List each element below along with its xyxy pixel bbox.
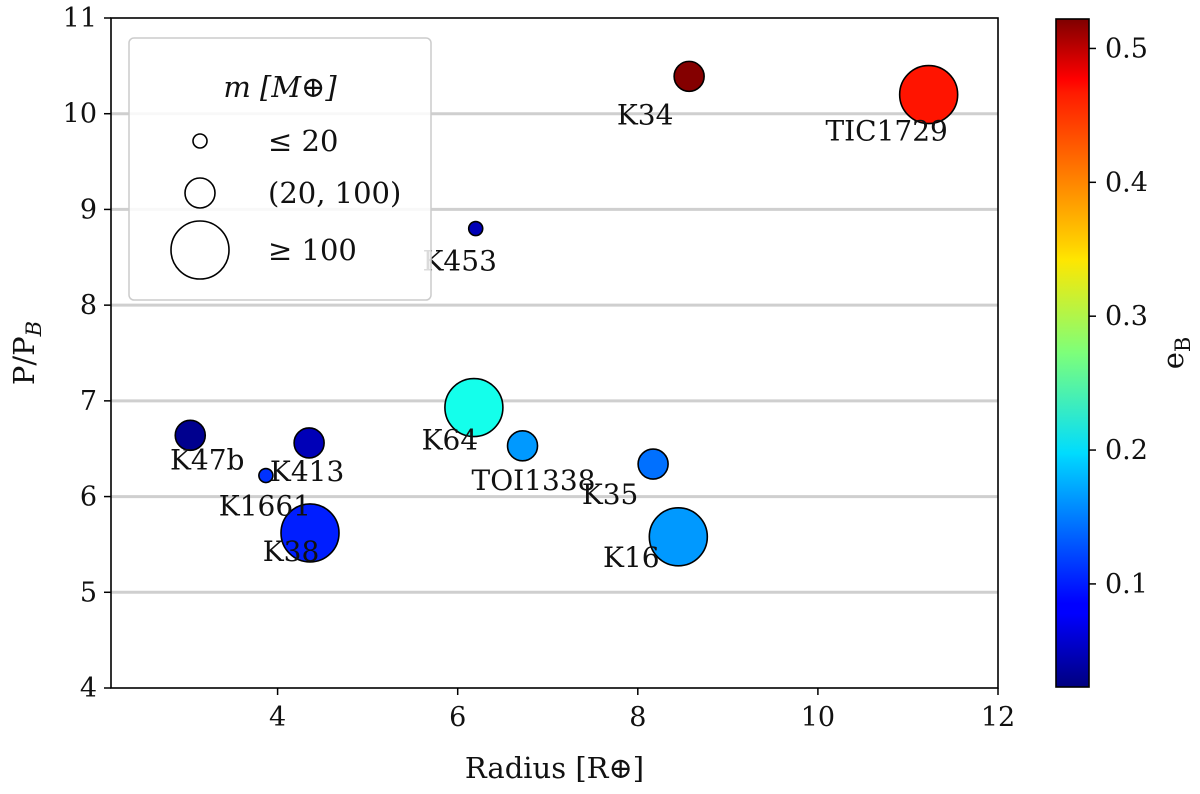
y-tick-label: 10: [63, 99, 97, 130]
x-axis: 4 6 8 10 12: [269, 688, 1015, 733]
legend-entry-label: (20, 100): [268, 176, 401, 210]
point-label-k16: K16: [603, 541, 660, 574]
legend-marker: [184, 177, 216, 209]
point-label-k413: K413: [270, 455, 344, 488]
x-axis-label: Radius [R⊕]: [465, 751, 644, 785]
y-axis-label-subscript: B: [22, 321, 46, 337]
colorbar: 0.1 0.2 0.3 0.4 0.5 eB: [1055, 18, 1195, 688]
point-k34: [673, 60, 705, 93]
point-label-toi1338: TOI1338: [472, 464, 596, 497]
legend-entry-label: ≤ 20: [268, 124, 338, 158]
x-tick-label: 4: [269, 702, 286, 733]
legend-marker: [192, 133, 208, 149]
point-k38: [280, 503, 340, 563]
plot-area-frame: [110, 17, 999, 689]
y-axis-label-main: P/P: [7, 336, 41, 385]
colorbar-label-main: e: [1156, 352, 1190, 369]
y-axis: 4 5 6 7 8 9 10 11: [63, 3, 111, 704]
x-tick-label: 6: [449, 702, 466, 733]
point-k16: [648, 506, 709, 567]
point-label-k453: K453: [423, 245, 497, 278]
point-k47b: [174, 419, 207, 452]
point-label-tic1729: TIC1729: [825, 115, 947, 148]
point-tic1729: [898, 64, 959, 125]
colorbar-tick-label: 0.5: [1105, 33, 1148, 64]
y-tick-label: 11: [63, 3, 97, 34]
x-tick-label: 8: [629, 702, 646, 733]
colorbar-label: eB: [1156, 337, 1195, 370]
y-tick-label: 7: [80, 386, 97, 417]
y-tick-label: 8: [80, 290, 97, 321]
y-axis-label: P/PB: [7, 321, 46, 385]
colorbar-ticks: 0.1 0.2 0.3 0.4 0.5: [1089, 33, 1148, 600]
colorbar-label-subscript: B: [1171, 337, 1195, 352]
point-k413: [293, 427, 325, 459]
point-toi1338: [506, 430, 539, 462]
point-label-k64: K64: [422, 424, 479, 457]
point-k1661: [258, 467, 274, 484]
point-label-k35: K35: [582, 478, 639, 511]
x-tick-label: 12: [981, 702, 1015, 733]
point-k35: [637, 448, 669, 480]
legend-title: m [M⊕]: [223, 70, 337, 104]
colorbar-gradient: [1055, 18, 1090, 688]
legend-marker: [170, 220, 230, 280]
colorbar-tick-label: 0.1: [1105, 569, 1148, 600]
legend-entries: ≤ 20 (20, 100) ≥ 100: [170, 124, 401, 280]
data-points: [174, 60, 959, 567]
colorbar-tick-label: 0.4: [1105, 167, 1148, 198]
colorbar-tick-label: 0.3: [1105, 301, 1148, 332]
point-k64: [444, 377, 504, 438]
point-k453: [467, 220, 484, 237]
y-tick-label: 6: [80, 482, 97, 513]
y-tick-label: 5: [80, 577, 97, 608]
y-tick-label: 9: [80, 194, 97, 225]
x-tick-label: 10: [801, 702, 835, 733]
point-label-k47b: K47b: [170, 443, 244, 476]
legend: m [M⊕] ≤ 20 (20, 100) ≥ 100: [128, 37, 432, 301]
colorbar-tick-label: 0.2: [1105, 435, 1148, 466]
point-label-k38: K38: [263, 535, 320, 568]
point-label-k1661: K1661: [219, 490, 311, 523]
legend-entry-label: ≥ 100: [268, 233, 357, 267]
point-label-k34: K34: [617, 98, 674, 131]
y-tick-label: 4: [80, 673, 97, 704]
